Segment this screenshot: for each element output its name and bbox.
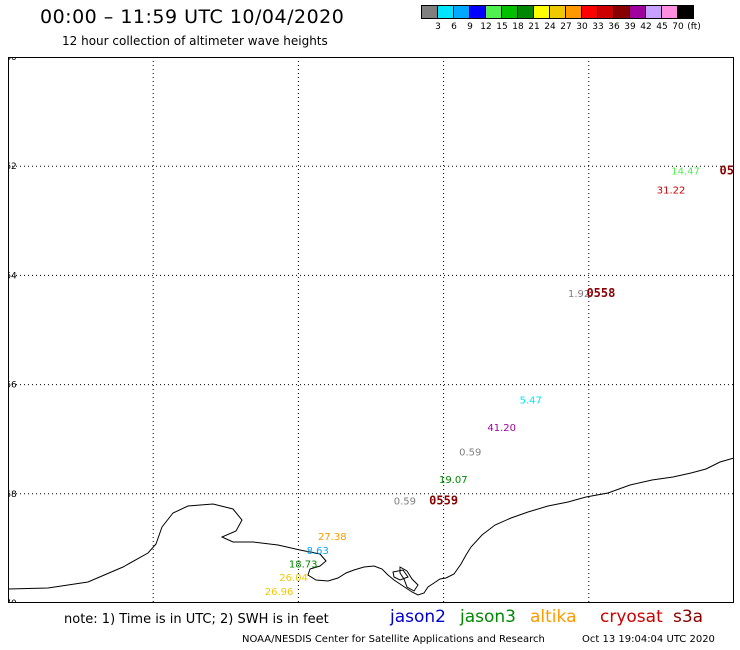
legend-swatch bbox=[549, 5, 566, 19]
legend-tick-label: 6 bbox=[451, 22, 457, 32]
legend-tick-label: 70 bbox=[672, 22, 684, 32]
legend-swatch bbox=[597, 5, 614, 19]
lat-tick-label: -62 bbox=[8, 162, 17, 172]
legend-tick-label: 45 bbox=[656, 22, 668, 32]
wave-height-value: 0.59 bbox=[394, 497, 416, 508]
legend-tick-label: 15 bbox=[496, 22, 508, 32]
satellite-name-altika: altika bbox=[530, 607, 577, 627]
legend-swatch bbox=[485, 5, 502, 19]
legend-tick-label: 36 bbox=[608, 22, 620, 32]
lat-tick-label: -66 bbox=[8, 381, 17, 391]
satellite-pass-labels: 0558 0559 05 bbox=[429, 163, 734, 507]
island-path bbox=[392, 569, 409, 581]
lat-tick-label: -60 bbox=[8, 57, 17, 63]
legend-swatch bbox=[469, 5, 486, 19]
legend-swatch bbox=[437, 5, 454, 19]
wave-height-value: 14.47 bbox=[671, 166, 700, 177]
wave-height-value: 1.92 bbox=[568, 289, 590, 300]
legend-tick-label: 21 bbox=[528, 22, 540, 32]
wave-height-value: 0.59 bbox=[459, 448, 481, 459]
wave-height-value: 27.38 bbox=[318, 532, 347, 543]
legend-swatch bbox=[581, 5, 598, 19]
wave-height-value: 5.47 bbox=[520, 396, 542, 407]
legend-tick-label: 39 bbox=[624, 22, 636, 32]
legend-tick-label: 27 bbox=[560, 22, 572, 32]
satellite-name-s3a: s3a bbox=[673, 607, 704, 627]
wave-height-value: 26.96 bbox=[265, 587, 294, 598]
legend-swatch bbox=[613, 5, 630, 19]
footer-note: note: 1) Time is in UTC; 2) SWH is in fe… bbox=[64, 612, 329, 627]
generated-timestamp: Oct 13 19:04:04 UTC 2020 bbox=[582, 634, 715, 645]
legend-unit: (ft) bbox=[687, 22, 701, 32]
wave-height-value: 19.07 bbox=[439, 475, 468, 486]
wave-height-value: 8.63 bbox=[307, 546, 329, 557]
legend-swatch bbox=[421, 5, 438, 19]
legend-tick-label: 42 bbox=[640, 22, 652, 32]
lat-tick-label: -68 bbox=[8, 490, 17, 500]
lat-tick-label: -64 bbox=[8, 271, 17, 281]
pass-time-label: 0559 bbox=[429, 494, 458, 508]
legend-tick-label: 30 bbox=[576, 22, 588, 32]
wave-height-value: 26.04 bbox=[279, 573, 308, 584]
satellite-name-jason2: jason2 bbox=[390, 607, 446, 627]
legend-swatch bbox=[645, 5, 662, 19]
legend-tick-label: 3 bbox=[435, 22, 441, 32]
legend-tick-label: 33 bbox=[592, 22, 604, 32]
legend-swatch bbox=[565, 5, 582, 19]
legend-swatch bbox=[517, 5, 534, 19]
antarctic-coastline bbox=[8, 457, 734, 596]
pass-time-label: 05 bbox=[720, 163, 734, 177]
legend-swatch bbox=[453, 5, 470, 19]
ice-shelf-path bbox=[399, 566, 419, 592]
legend-swatch bbox=[533, 5, 550, 19]
legend-tick-label: 12 bbox=[480, 22, 492, 32]
legend-swatch bbox=[661, 5, 678, 19]
pass-time-label: 0558 bbox=[586, 286, 615, 300]
legend-tick-label: 24 bbox=[544, 22, 556, 32]
wave-height-value: 41.20 bbox=[487, 423, 516, 434]
color-scale-labels: 3 6 9 12 15 18 21 24 27 30 33 36 39 42 45 70 (ft) bbox=[421, 22, 740, 34]
color-scale-legend bbox=[421, 5, 694, 19]
coastline-path bbox=[8, 457, 734, 596]
map-frame bbox=[8, 57, 734, 603]
legend-tick-label: 9 bbox=[467, 22, 473, 32]
wave-observations: 14.47 31.22 1.92 5.47 41.20 0.59 19.07 0.59 27.3… bbox=[265, 166, 700, 597]
legend-swatch bbox=[629, 5, 646, 19]
map-title: 00:00 – 11:59 UTC 10/04/2020 bbox=[40, 6, 345, 28]
satellite-name-jason3: jason3 bbox=[460, 607, 516, 627]
wave-height-value: 31.22 bbox=[657, 186, 686, 197]
lat-tick-label: -70 bbox=[8, 599, 17, 603]
legend-swatch bbox=[501, 5, 518, 19]
satellite-name-cryosat: cryosat bbox=[600, 607, 663, 627]
credit-line: NOAA/NESDIS Center for Satellite Applica… bbox=[242, 634, 545, 645]
wave-height-value: 18.73 bbox=[289, 560, 318, 571]
legend-swatch bbox=[677, 5, 694, 19]
legend-tick-label: 18 bbox=[512, 22, 524, 32]
map-subtitle: 12 hour collection of altimeter wave hei… bbox=[62, 34, 328, 48]
